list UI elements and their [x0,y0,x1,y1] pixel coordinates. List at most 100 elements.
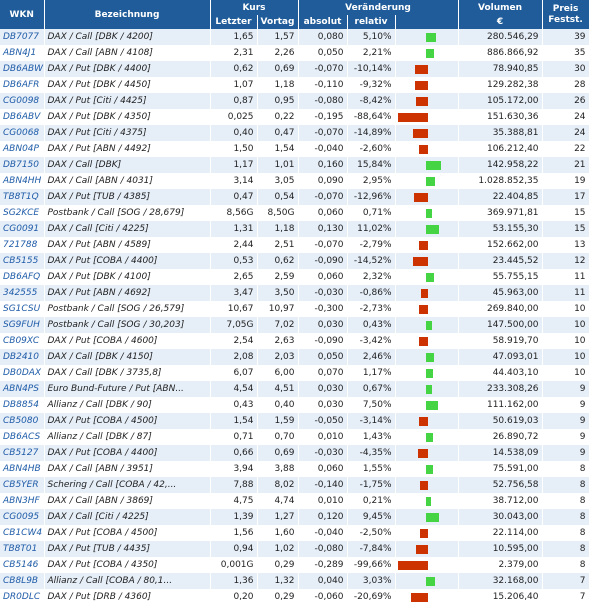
wkn-link[interactable]: SG2KCE [3,208,40,218]
bezeichnung-cell: DAX / Put [ABN / 4492] [44,141,211,157]
vortag-cell: 1,54 [257,141,299,157]
bezeichnung-cell: Allianz / Call [DBK / 87] [44,429,211,445]
relativ-cell: 0,67% [347,381,396,397]
change-bar-cell [395,61,459,77]
change-bar-cell [395,509,459,525]
change-bar [425,433,433,442]
relativ-cell: -14,89% [347,125,396,141]
vortag-cell: 0,40 [257,397,299,413]
wkn-link[interactable]: DB8854 [3,400,40,410]
relativ-cell: -7,84% [347,541,396,557]
table-row: CG0098 DAX / Put [Citi / 4425] 0,87 0,95 -0,… [0,93,589,109]
col-letzter[interactable]: Letzter [210,15,258,29]
relativ-cell: 0,43% [347,317,396,333]
wkn-link[interactable]: CB5146 [3,560,39,570]
letzter-cell: 7,88 [210,477,258,493]
wkn-link[interactable]: CB5YER [3,480,39,490]
wkn-cell: CG0098 [0,93,45,109]
col-preis-festst[interactable]: Preis Festst. [542,0,589,29]
table-row: ABN4J1 DAX / Call [ABN / 4108] 2,31 2,26 0,0… [0,45,589,61]
change-bar [425,577,435,586]
col-relativ[interactable]: relativ [347,15,396,29]
wkn-cell: ABN4HH [0,173,45,189]
bezeichnung-cell: Schering / Call [COBA / 42,... [44,477,211,493]
wkn-link[interactable]: DB2410 [3,352,40,362]
relativ-cell: 2,95% [347,173,396,189]
wkn-link[interactable]: ABN4HB [3,464,41,474]
wkn-link[interactable]: DB6ACS [3,432,41,442]
change-bar [425,49,434,58]
volumen-cell: 269.840,00 [458,301,543,317]
wkn-link[interactable]: DB0DAX [3,368,42,378]
table-row: DB7077 DAX / Call [DBK / 4200] 1,65 1,57 0,0… [0,29,589,45]
wkn-link[interactable]: 721788 [3,240,38,250]
wkn-link[interactable]: CB5155 [3,256,39,266]
bezeichnung-cell: DAX / Call [ABN / 4108] [44,45,211,61]
absolut-cell: 0,130 [298,221,348,237]
wkn-link[interactable]: CB5127 [3,448,39,458]
vortag-cell: 1,01 [257,157,299,173]
col-vortag[interactable]: Vortag [257,15,299,29]
relativ-cell: 1,17% [347,365,396,381]
wkn-link[interactable]: ABN3HF [3,496,40,506]
bezeichnung-cell: DAX / Call [Citi / 4225] [44,509,211,525]
table-row: ABN4HB DAX / Call [ABN / 3951] 3,94 3,88 0,0… [0,461,589,477]
change-bar-cell [395,253,459,269]
wkn-link[interactable]: DB7077 [3,32,40,42]
wkn-link[interactable]: ABN04P [3,144,39,154]
wkn-link[interactable]: DB7150 [3,160,40,170]
wkn-link[interactable]: DB6AFR [3,80,40,90]
preis-cell: 10 [542,333,589,349]
wkn-cell: SG2KCE [0,205,45,221]
wkn-link[interactable]: CG0098 [3,96,40,106]
table-row: CB5146 DAX / Put [COBA / 4350] 0,001G 0,29-… [0,557,589,573]
wkn-link[interactable]: SG1CSU [3,304,41,314]
absolut-cell: 0,030 [298,317,348,333]
wkn-link[interactable]: ABN4HH [3,176,42,186]
wkn-link[interactable]: CG0095 [3,512,40,522]
change-bar-cell [395,365,459,381]
change-bar [419,481,428,490]
wkn-link[interactable]: DB6AFQ [3,272,41,282]
wkn-link[interactable]: CB1CW4 [3,528,43,538]
volumen-cell: 142.958,22 [458,157,543,173]
wkn-link[interactable]: CB09XC [3,336,40,346]
vortag-cell: 0,29 [257,589,299,605]
wkn-link[interactable]: DR0DLC [3,592,41,602]
wkn-link[interactable]: CB5080 [3,416,39,426]
wkn-link[interactable]: DB6ABV [3,112,41,122]
col-volumen[interactable]: Volumen [458,0,543,15]
table-row: DB0DAX DAX / Call [DBK / 3735,8] 6,07 6,00 0… [0,365,589,381]
col-bezeichnung[interactable]: Bezeichnung [44,0,211,29]
volumen-cell: 30.043,00 [458,509,543,525]
wkn-link[interactable]: ABN4J1 [3,48,37,58]
letzter-cell: 1,07 [210,77,258,93]
wkn-link[interactable]: CG0091 [3,224,40,234]
wkn-link[interactable]: CG0068 [3,128,40,138]
absolut-cell: 0,010 [298,429,348,445]
wkn-link[interactable]: SG9FUH [3,320,40,330]
preis-cell: 10 [542,301,589,317]
absolut-cell: 0,060 [298,461,348,477]
letzter-cell: 0,43 [210,397,258,413]
change-bar [397,113,428,122]
preis-cell: 9 [542,413,589,429]
wkn-cell: CB5YER [0,477,45,493]
absolut-cell: 0,060 [298,205,348,221]
wkn-link[interactable]: 342555 [3,288,38,298]
wkn-link[interactable]: TB8T01 [3,544,38,554]
col-wkn[interactable]: WKN [0,0,45,29]
header-row-top: WKN Bezeichnung Kurs Veränderung Volumen… [0,0,589,29]
col-absolut[interactable]: absolut [298,15,348,29]
wkn-link[interactable]: DB6ABW [3,64,44,74]
wkn-link[interactable]: ABN4PS [3,384,39,394]
table-row: SG2KCE Postbank / Call [SOG / 28,679] 8,56… [0,205,589,221]
volumen-cell: 47.093,01 [458,349,543,365]
preis-cell: 8 [542,477,589,493]
change-bar [412,129,428,138]
preis-cell: 8 [542,493,589,509]
vortag-cell: 4,74 [257,493,299,509]
wkn-link[interactable]: TB8T1Q [3,192,39,202]
wkn-link[interactable]: CB8L9B [3,576,39,586]
table-row: CB1CW4 DAX / Put [COBA / 4500] 1,56 1,60 -0,… [0,525,589,541]
